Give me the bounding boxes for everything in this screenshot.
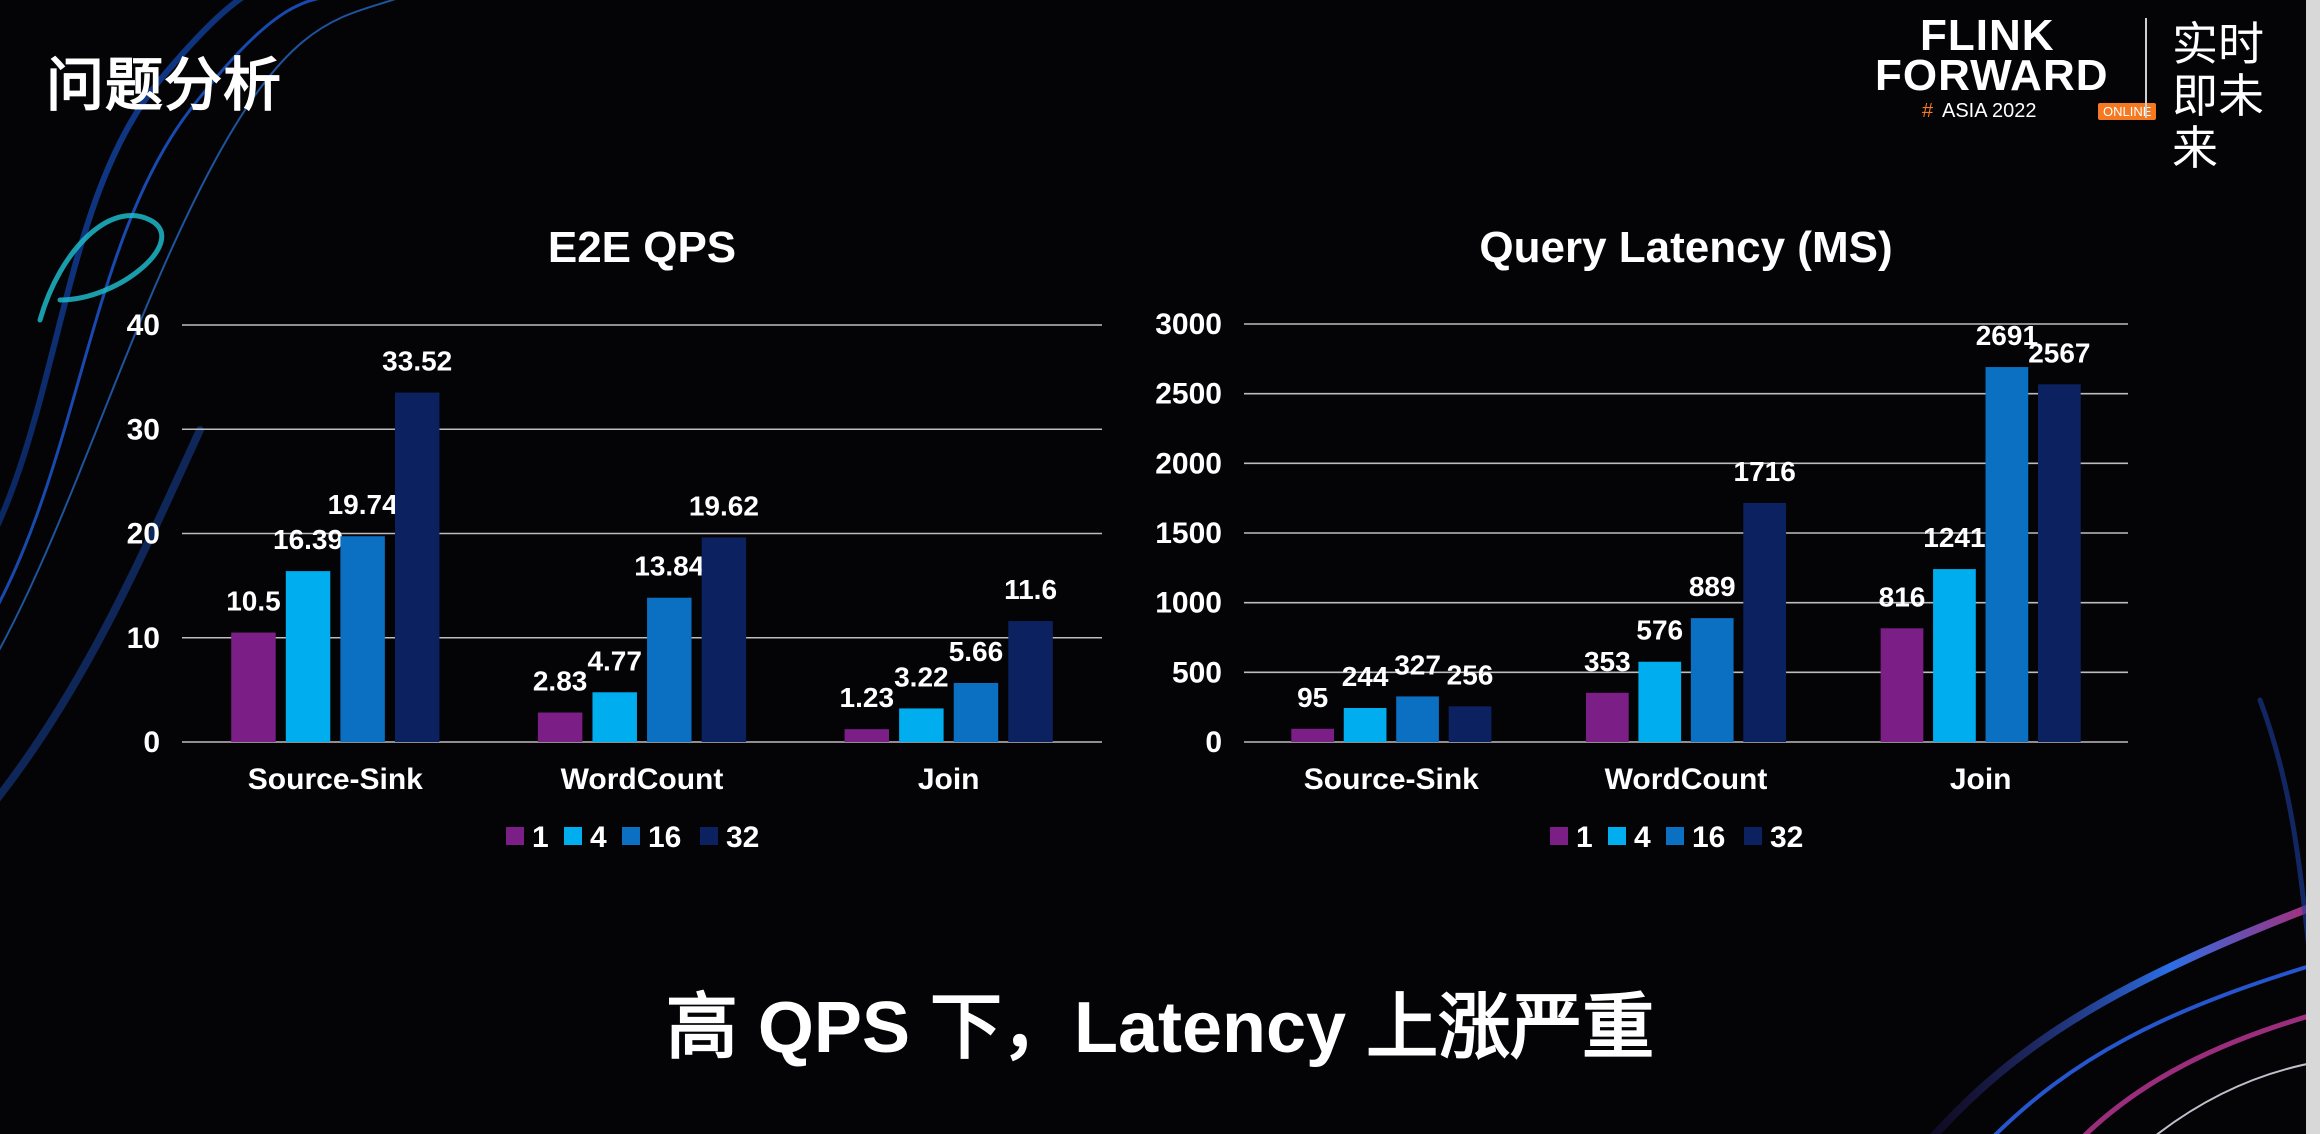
legend-label: 4 [590, 821, 607, 854]
bar-join-16 [953, 682, 999, 742]
data-label: 889 [1689, 571, 1736, 602]
data-label: 256 [1447, 659, 1494, 690]
y-tick-label: 500 [1172, 656, 1222, 689]
y-tick-label: 40 [127, 309, 160, 342]
bar-join-1 [844, 729, 890, 742]
data-label: 3.22 [894, 661, 949, 692]
bar-wordcount-1 [1585, 692, 1629, 742]
bar-wordcount-16 [1690, 618, 1734, 742]
y-tick-label: 30 [127, 413, 160, 446]
bar-wordcount-4 [592, 692, 637, 742]
legend-label: 32 [726, 821, 759, 854]
legend-label: 16 [1692, 821, 1725, 854]
legend-label: 4 [1634, 821, 1651, 854]
bar-source-sink-16 [340, 536, 385, 742]
legend-label: 1 [532, 821, 549, 854]
window-edge [2306, 0, 2320, 1134]
y-tick-label: 0 [143, 726, 160, 759]
data-label: 244 [1342, 661, 1389, 692]
data-label: 576 [1636, 615, 1683, 646]
bar-join-4 [1933, 569, 1976, 742]
legend-swatch [564, 827, 582, 845]
data-label: 2.83 [533, 665, 588, 696]
bar-join-32 [1008, 621, 1053, 742]
data-label: 95 [1297, 682, 1328, 713]
bar-source-sink-4 [1343, 708, 1387, 742]
bar-source-sink-1 [1291, 728, 1335, 742]
data-label: 1.23 [840, 682, 895, 713]
legend-swatch [700, 827, 718, 845]
data-label: 19.74 [328, 489, 398, 520]
data-label: 816 [1879, 581, 1926, 612]
data-label: 327 [1394, 649, 1441, 680]
legend-label: 32 [1770, 821, 1803, 854]
y-tick-label: 20 [127, 518, 160, 551]
page-title: 问题分析 [46, 53, 283, 118]
data-label: 2691 [1976, 320, 2038, 351]
slide-conclusion: 高 QPS 下，Latency 上涨严重 [665, 988, 1655, 1068]
y-tick-label: 3000 [1155, 308, 1222, 341]
bar-wordcount-32 [1743, 502, 1787, 742]
logo-badge: ONLINE [2098, 103, 2157, 120]
legend-swatch [1666, 827, 1684, 845]
x-category-label: Join [1950, 763, 2012, 796]
bar-wordcount-32 [701, 537, 747, 742]
data-label: 11.6 [1004, 574, 1057, 605]
y-tick-label: 10 [127, 622, 160, 655]
logo-line2: FORWARD [1875, 51, 2109, 100]
bar-source-sink-16 [1396, 696, 1439, 742]
logo-slogan: 实时即未来 [2172, 17, 2264, 175]
bar-wordcount-4 [1638, 661, 1682, 742]
x-category-label: Join [918, 763, 980, 796]
bar-join-4 [899, 708, 944, 742]
logo-line1: FLINK [1920, 11, 2055, 60]
data-label: 16.39 [273, 524, 343, 555]
x-category-label: Source-Sink [1304, 763, 1479, 796]
legend-swatch [622, 827, 640, 845]
legend-label: 1 [1576, 821, 1593, 854]
chart-query-latency: Query Latency (MS) 0 500 1000 1500 2000 2500 30… [1130, 200, 2170, 880]
data-label: 13.84 [634, 551, 704, 582]
data-label: 33.52 [382, 346, 452, 377]
bar-source-sink-32 [394, 392, 440, 742]
bar-join-16 [1985, 367, 2029, 742]
bar-wordcount-16 [647, 597, 692, 742]
bar-join-32 [2037, 384, 2081, 742]
bar-source-sink-32 [1448, 706, 1492, 742]
data-label: 1716 [1734, 456, 1796, 487]
y-tick-label: 2000 [1155, 447, 1222, 480]
y-tick-label: 0 [1205, 726, 1222, 759]
data-label: 10.5 [226, 586, 281, 617]
x-category-label: WordCount [561, 763, 724, 796]
y-tick-label: 2500 [1155, 378, 1222, 411]
data-label: 5.66 [949, 636, 1004, 667]
chart-e2e-qps: E2E QPS 0 10 20 30 40 10.5 16.39 19.74 33.52 Sourc… [90, 200, 1130, 880]
logo-hash: # [1922, 100, 1934, 122]
logo-divider [2145, 18, 2147, 118]
legend-swatch [506, 827, 524, 845]
bar-source-sink-4 [285, 571, 331, 742]
flink-forward-logo: FLINK FORWARD # ASIA 2022 ONLINE 实时即未来 [1870, 8, 2270, 175]
legend-swatch [1608, 827, 1626, 845]
y-tick-label: 1500 [1155, 517, 1222, 550]
data-label: 1241 [1923, 522, 1985, 553]
bar-join-1 [1880, 628, 1924, 742]
legend-swatch [1744, 827, 1762, 845]
logo-edition: ASIA 2022 [1942, 100, 2037, 122]
bar-wordcount-1 [537, 712, 583, 742]
data-label: 4.77 [587, 645, 642, 676]
y-tick-label: 1000 [1155, 587, 1222, 620]
data-label: 2567 [2028, 337, 2090, 368]
x-category-label: WordCount [1605, 763, 1768, 796]
data-label: 19.62 [689, 490, 759, 521]
legend-label: 16 [648, 821, 681, 854]
x-category-label: Source-Sink [248, 763, 423, 796]
data-label: 353 [1584, 646, 1631, 677]
legend-swatch [1550, 827, 1568, 845]
bar-source-sink-1 [231, 632, 276, 742]
chart-title: E2E QPS [548, 223, 736, 272]
chart-title: Query Latency (MS) [1479, 223, 1892, 272]
